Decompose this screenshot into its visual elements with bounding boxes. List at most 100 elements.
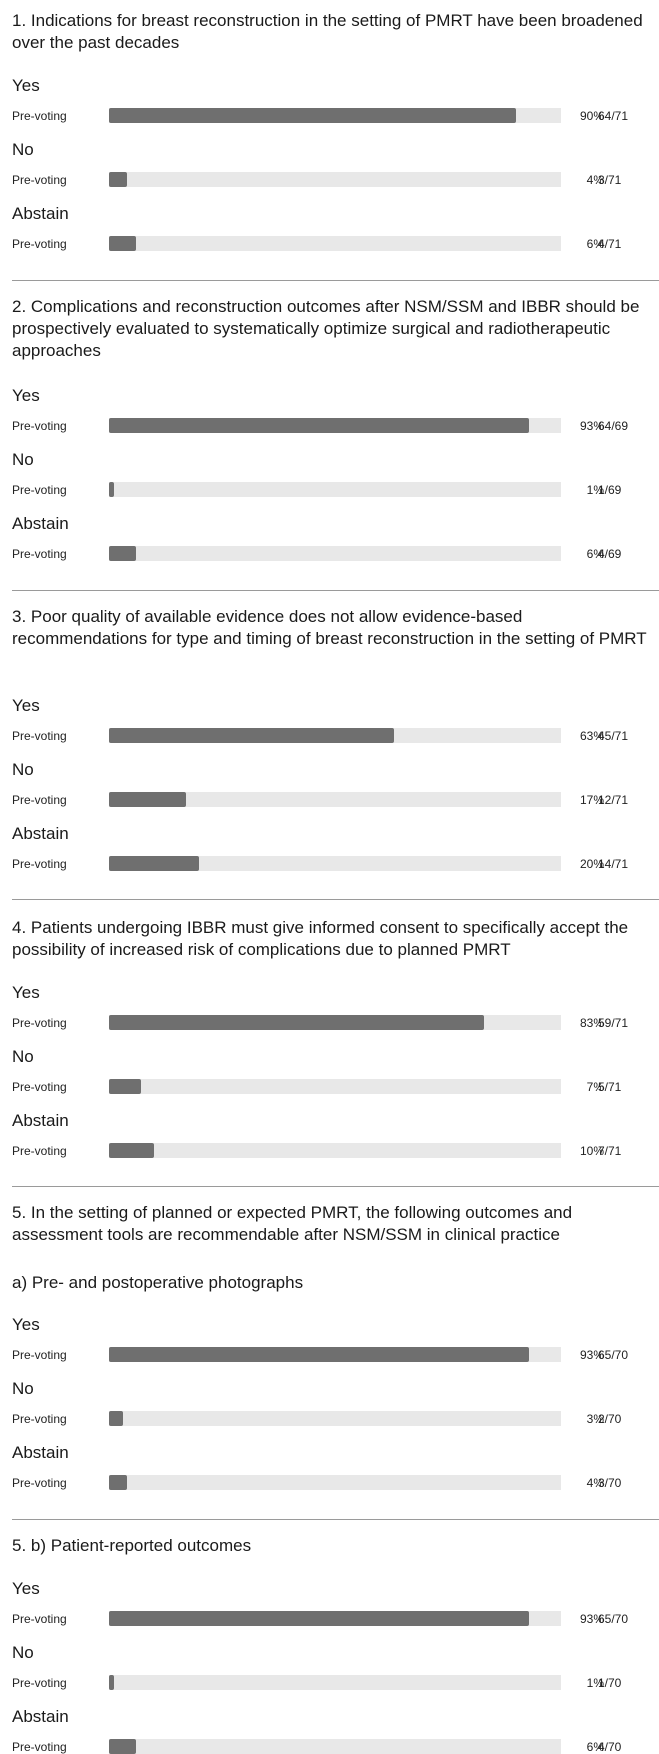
row-label-pre-voting: Pre-voting bbox=[12, 1676, 67, 1690]
bar-track bbox=[109, 1079, 561, 1094]
percent-label: 83% bbox=[579, 1016, 604, 1030]
row-label-pre-voting: Pre-voting bbox=[12, 1016, 67, 1030]
bar-no bbox=[109, 1675, 114, 1690]
bar-track bbox=[109, 1143, 561, 1158]
percent-label: 4% bbox=[586, 173, 604, 187]
bar-track bbox=[109, 108, 561, 123]
count-label: 59/71 bbox=[598, 1016, 629, 1030]
option-label: Yes bbox=[12, 386, 40, 405]
option-label: Yes bbox=[12, 76, 40, 95]
question-title: 4. Patients undergoing IBBR must give in… bbox=[12, 918, 629, 959]
percent-label: 4% bbox=[586, 1476, 604, 1490]
row-label-pre-voting: Pre-voting bbox=[12, 1348, 67, 1362]
bar-yes bbox=[109, 1015, 485, 1030]
row-label-pre-voting: Pre-voting bbox=[12, 419, 67, 433]
percent-label: 93% bbox=[579, 419, 604, 433]
bar-abstain bbox=[109, 546, 137, 561]
question-title: 2. Complications and reconstruction outc… bbox=[12, 297, 640, 360]
option-label: Yes bbox=[12, 983, 40, 1002]
question-title: 5. In the setting of planned or expected… bbox=[12, 1203, 573, 1244]
bar-track bbox=[109, 172, 561, 187]
bar-track bbox=[109, 728, 561, 743]
bar-abstain bbox=[109, 236, 137, 251]
row-label-pre-voting: Pre-voting bbox=[12, 173, 67, 187]
bar-track bbox=[109, 856, 561, 871]
row-label-pre-voting: Pre-voting bbox=[12, 793, 67, 807]
count-label: 65/70 bbox=[598, 1348, 629, 1362]
section-divider bbox=[12, 590, 659, 591]
bar-abstain bbox=[109, 1739, 137, 1754]
count-label: 12/71 bbox=[598, 793, 629, 807]
option-label: Abstain bbox=[12, 1111, 69, 1130]
row-label-pre-voting: Pre-voting bbox=[12, 1080, 67, 1094]
percent-label: 6% bbox=[586, 547, 604, 561]
bar-yes bbox=[109, 108, 516, 123]
section-divider bbox=[12, 280, 659, 281]
bar-yes bbox=[109, 418, 530, 433]
count-label: 64/71 bbox=[598, 109, 629, 123]
percent-label: 90% bbox=[579, 109, 604, 123]
bar-yes bbox=[109, 1347, 530, 1362]
percent-label: 63% bbox=[579, 729, 604, 743]
count-label: 3/70 bbox=[598, 1476, 622, 1490]
option-label: No bbox=[12, 1047, 34, 1066]
percent-label: 1% bbox=[586, 483, 604, 497]
row-label-pre-voting: Pre-voting bbox=[12, 547, 67, 561]
option-label: No bbox=[12, 450, 34, 469]
percent-label: 1% bbox=[586, 1676, 604, 1690]
bar-no bbox=[109, 172, 128, 187]
option-label: Abstain bbox=[12, 1443, 69, 1462]
option-label: Abstain bbox=[12, 824, 69, 843]
option-label: Abstain bbox=[12, 1707, 69, 1726]
bar-abstain bbox=[109, 1475, 128, 1490]
count-label: 4/69 bbox=[598, 547, 622, 561]
question-title: 5. b) Patient-reported outcomes bbox=[12, 1536, 252, 1555]
section-divider bbox=[12, 1186, 659, 1187]
count-label: 2/70 bbox=[598, 1412, 622, 1426]
question-subtitle: a) Pre- and postoperative photographs bbox=[12, 1273, 304, 1292]
option-label: No bbox=[12, 1379, 34, 1398]
count-label: 65/70 bbox=[598, 1612, 629, 1626]
count-label: 14/71 bbox=[598, 857, 629, 871]
percent-label: 7% bbox=[586, 1080, 604, 1094]
bar-track bbox=[109, 1015, 561, 1030]
percent-label: 10% bbox=[579, 1144, 604, 1158]
bar-track bbox=[109, 1611, 561, 1626]
percent-label: 6% bbox=[586, 1740, 604, 1754]
option-label: No bbox=[12, 140, 34, 159]
section-divider bbox=[12, 899, 659, 900]
percent-label: 93% bbox=[579, 1348, 604, 1362]
bar-track bbox=[109, 1475, 561, 1490]
option-label: Yes bbox=[12, 1579, 40, 1598]
percent-label: 17% bbox=[579, 793, 604, 807]
bar-no bbox=[109, 1411, 123, 1426]
bar-yes bbox=[109, 1611, 530, 1626]
bar-track bbox=[109, 1675, 561, 1690]
count-label: 3/71 bbox=[598, 173, 622, 187]
row-label-pre-voting: Pre-voting bbox=[12, 483, 67, 497]
row-label-pre-voting: Pre-voting bbox=[12, 729, 67, 743]
option-label: No bbox=[12, 1643, 34, 1662]
option-label: Yes bbox=[12, 1315, 40, 1334]
count-label: 1/70 bbox=[598, 1676, 622, 1690]
row-label-pre-voting: Pre-voting bbox=[12, 237, 67, 251]
row-label-pre-voting: Pre-voting bbox=[12, 1476, 67, 1490]
option-label: Abstain bbox=[12, 514, 69, 533]
percent-label: 93% bbox=[579, 1612, 604, 1626]
option-label: Yes bbox=[12, 696, 40, 715]
option-label: Abstain bbox=[12, 204, 69, 223]
section-divider bbox=[12, 1519, 659, 1520]
percent-label: 20% bbox=[579, 857, 604, 871]
bar-track bbox=[109, 482, 561, 497]
row-label-pre-voting: Pre-voting bbox=[12, 1412, 67, 1426]
count-label: 7/71 bbox=[598, 1144, 622, 1158]
bar-abstain bbox=[109, 856, 200, 871]
bar-yes bbox=[109, 728, 394, 743]
question-title: 1. Indications for breast reconstruction… bbox=[12, 11, 643, 52]
bar-track bbox=[109, 236, 561, 251]
percent-label: 6% bbox=[586, 237, 604, 251]
bar-track bbox=[109, 546, 561, 561]
bar-track bbox=[109, 1347, 561, 1362]
row-label-pre-voting: Pre-voting bbox=[12, 1144, 67, 1158]
question-title: 3. Poor quality of available evidence do… bbox=[12, 607, 647, 648]
